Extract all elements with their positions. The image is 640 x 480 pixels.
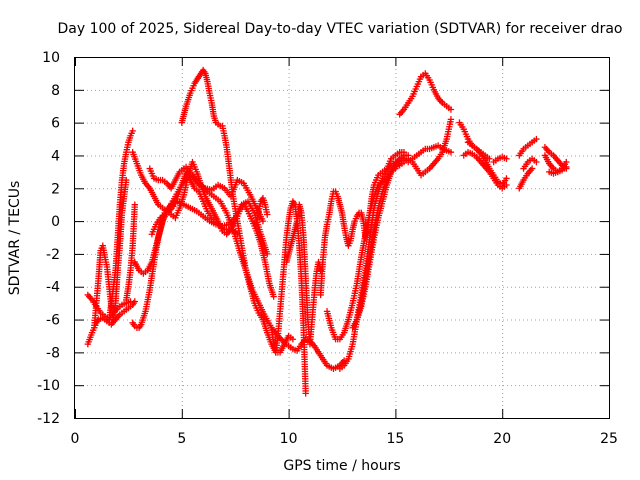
series-segment-y xyxy=(516,165,536,192)
y-tick-label: 4 xyxy=(51,148,60,164)
data-point xyxy=(259,217,267,225)
y-tick-label: -8 xyxy=(46,345,60,361)
series-segment-e xyxy=(123,201,139,304)
axis-ticks: -12 -10 -8 -6 -4 -2 0 2 4 6 8 10 0 5 10 15 20 25 xyxy=(37,50,618,447)
data-point xyxy=(447,148,455,156)
data-point xyxy=(447,116,455,123)
data-point xyxy=(270,293,277,300)
data-point xyxy=(289,336,297,343)
x-tick-label: 20 xyxy=(493,431,511,447)
data-point xyxy=(264,250,271,258)
data-point xyxy=(486,155,493,162)
data-point xyxy=(503,175,510,182)
series-segment-j xyxy=(148,168,241,238)
series-segment-z xyxy=(516,135,540,159)
series-segment-n xyxy=(283,201,324,348)
data-point xyxy=(405,152,412,159)
series-segment-d xyxy=(105,127,136,323)
series-segment-aa xyxy=(520,155,540,172)
data-point xyxy=(302,390,309,397)
series-segment-w xyxy=(464,139,510,189)
x-tick-label: 15 xyxy=(386,431,404,447)
series-segment-s xyxy=(353,152,412,323)
y-tick-label: 10 xyxy=(42,50,60,66)
data-point xyxy=(127,298,134,305)
plot-frame xyxy=(74,57,610,419)
series-segment-p xyxy=(323,142,455,343)
data-point xyxy=(264,211,271,218)
y-tick-label: 6 xyxy=(51,116,60,132)
data-point xyxy=(131,201,139,208)
x-tick-label: 25 xyxy=(600,431,618,447)
data-point xyxy=(528,165,536,172)
x-axis-label: GPS time / hours xyxy=(283,458,400,474)
series-segment-t xyxy=(396,70,455,118)
series-segment-x xyxy=(490,153,510,166)
series-segment-m xyxy=(253,194,271,228)
y-tick-label: 0 xyxy=(51,214,60,230)
x-tick-label: 10 xyxy=(280,431,298,447)
data-point xyxy=(533,135,540,143)
y-tick-label: -4 xyxy=(46,280,60,296)
x-tick-label: 5 xyxy=(177,431,186,447)
series-segment-i xyxy=(146,163,267,225)
y-tick-label: -10 xyxy=(37,378,60,394)
y-tick-label: -2 xyxy=(46,247,60,263)
y-tick-label: -12 xyxy=(37,411,60,427)
y-tick-label: -6 xyxy=(46,313,60,329)
data-point xyxy=(563,158,570,166)
data-point xyxy=(447,106,455,113)
y-axis-label: SDTVAR / TECUs xyxy=(7,181,23,296)
y-tick-label: 2 xyxy=(51,181,60,197)
x-tick-label: 0 xyxy=(71,431,80,447)
data-marks xyxy=(84,66,570,397)
data-point xyxy=(129,127,136,135)
data-point xyxy=(503,155,510,162)
y-tick-label: 8 xyxy=(51,83,60,99)
data-point xyxy=(533,158,540,166)
series-segment-ad xyxy=(545,158,570,177)
chart-title: Day 100 of 2025, Sidereal Day-to-day VTE… xyxy=(57,21,622,37)
